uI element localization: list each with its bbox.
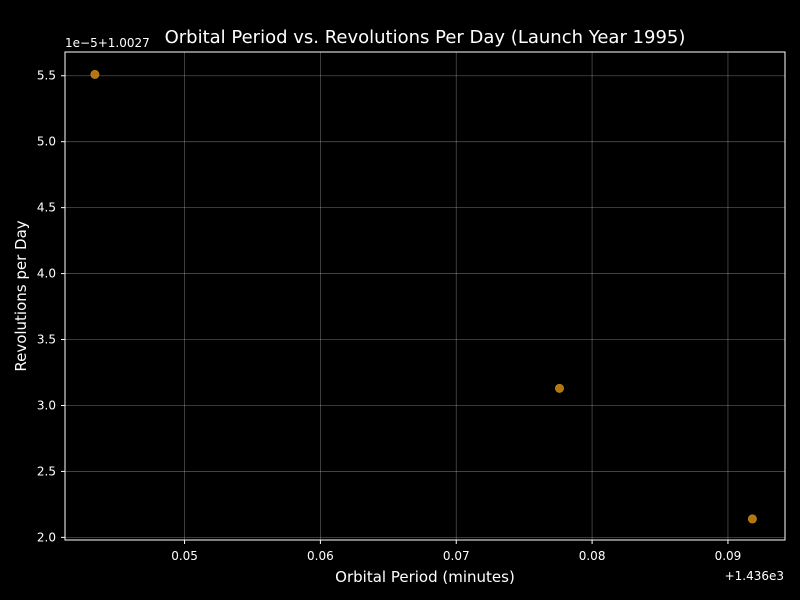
y-tick-label: 4.0 [37,267,56,281]
y-tick-label: 4.5 [37,201,56,215]
data-point [90,69,100,79]
y-axis-offset-label: 1e−5+1.0027 [65,36,150,50]
x-axis-offset-label: +1.436e3 [725,569,784,583]
y-tick-label: 2.5 [37,464,56,478]
y-tick-label: 3.5 [37,333,56,347]
x-tick-label: 0.07 [443,549,470,563]
x-tick-label: 0.06 [307,549,334,563]
x-axis-label: Orbital Period (minutes) [335,568,515,586]
x-tick-label: 0.05 [171,549,198,563]
y-tick-label: 5.0 [37,135,56,149]
data-points [90,69,757,524]
data-point [747,514,757,524]
y-tick-label: 5.5 [37,69,56,83]
x-tick-label: 0.08 [579,549,606,563]
y-axis-label: Revolutions per Day [12,220,30,371]
data-point [554,383,564,393]
grid-lines [65,52,785,540]
axis-ticks: 0.05 0.06 0.07 0.08 0.09 2.0 2.5 3.0 3.5 4.0 4.5 5.… [37,69,741,563]
chart-title: Orbital Period vs. Revolutions Per Day (… [165,27,686,48]
y-tick-label: 3.0 [37,398,56,412]
y-tick-label: 2.0 [37,530,56,544]
x-tick-label: 0.09 [715,549,742,563]
plot-area-frame [64,51,786,541]
